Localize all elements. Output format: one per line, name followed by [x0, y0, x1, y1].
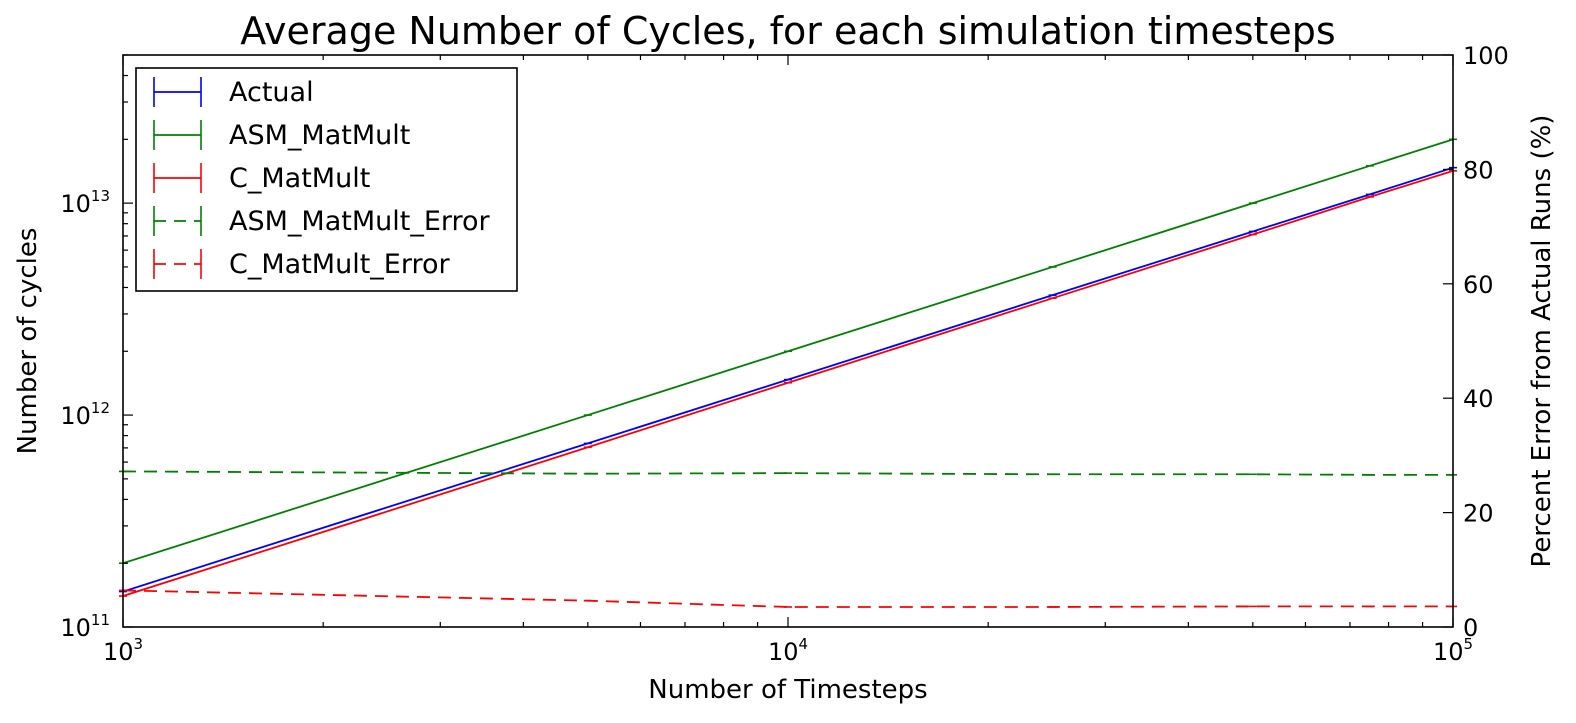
x-tick-label: 103: [103, 635, 143, 666]
y2-tick-label: 60: [1463, 271, 1494, 299]
y2-tick-label: 100: [1463, 42, 1509, 70]
y2-axis-title: Percent Error from Actual Runs (%): [1527, 115, 1557, 568]
legend-label: Actual: [229, 77, 314, 108]
y2-tick-label: 0: [1463, 614, 1478, 642]
legend-entry: ASM_MatMult: [153, 120, 410, 151]
x-axis-title: Number of Timesteps: [648, 675, 927, 705]
legend-entry: Actual: [153, 77, 314, 108]
x-tick-label: 105: [1433, 635, 1473, 666]
legend: Actual ASM_MatMult C_MatMult ASM_MatMult_Er…: [135, 67, 518, 292]
legend-label: C_MatMult_Error: [229, 249, 450, 280]
y-tick-label: 1013: [60, 187, 110, 218]
legend-label: ASM_MatMult_Error: [229, 206, 491, 237]
y2-tick-label: 40: [1463, 385, 1494, 413]
y2-tick-label: 20: [1463, 500, 1494, 528]
x-tick-label: 104: [768, 635, 808, 666]
y-tick-label: 1012: [60, 399, 110, 430]
legend-entry: C_MatMult: [153, 163, 370, 194]
chart-title: Average Number of Cycles, for each simul…: [240, 9, 1335, 53]
y-tick-label: 1011: [60, 611, 110, 642]
legend-box: [135, 67, 518, 292]
legend-label: C_MatMult: [229, 163, 370, 194]
y2-tick-label: 80: [1463, 156, 1494, 184]
legend-entry: C_MatMult_Error: [153, 249, 450, 280]
legend-label: ASM_MatMult: [229, 120, 410, 151]
series-layer: [119, 138, 1457, 608]
ticks-layer: 103 104 105 1011 1012 1013 0 20 40 60 80 100: [60, 42, 1508, 666]
y-axis-title: Number of cycles: [13, 228, 43, 455]
legend-entry: ASM_MatMult_Error: [153, 206, 491, 237]
plot-frame: [122, 54, 1454, 628]
